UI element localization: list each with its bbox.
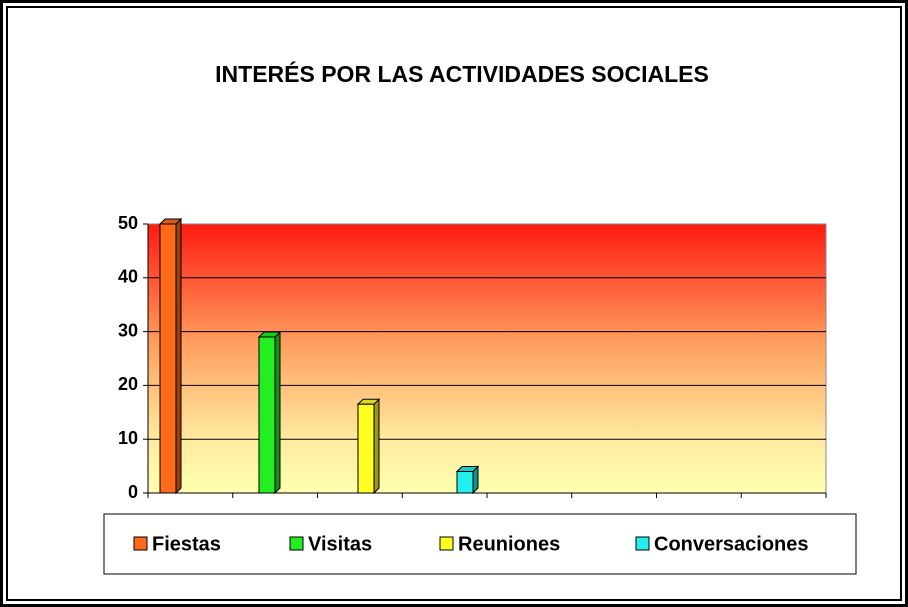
y-tick-label: 40 xyxy=(118,267,138,287)
legend-label: Visitas xyxy=(308,533,372,555)
inner-frame xyxy=(6,6,902,601)
legend-swatch xyxy=(133,536,148,551)
plot-area xyxy=(147,223,827,494)
bar-side xyxy=(274,330,281,495)
y-tick-label: 30 xyxy=(118,320,138,340)
bar-side xyxy=(175,217,182,495)
bar xyxy=(456,470,474,494)
legend-label: Reuniones xyxy=(458,533,560,555)
y-tick-label: 10 xyxy=(118,428,138,448)
bar xyxy=(357,403,375,494)
legend-label: Fiestas xyxy=(152,533,221,555)
legend-label: Conversaciones xyxy=(654,533,809,555)
chart-title: INTERÉS POR LAS ACTIVIDADES SOCIALES xyxy=(215,60,709,87)
legend-swatch xyxy=(635,536,650,551)
y-tick-label: 50 xyxy=(118,213,138,233)
bar xyxy=(258,336,276,494)
legend-swatch xyxy=(439,536,454,551)
legend-swatch xyxy=(289,536,304,551)
y-tick-label: 20 xyxy=(118,374,138,394)
y-tick-label: 0 xyxy=(128,482,138,502)
bar xyxy=(159,223,177,494)
bar-side xyxy=(373,398,380,495)
legend-box xyxy=(103,513,857,575)
